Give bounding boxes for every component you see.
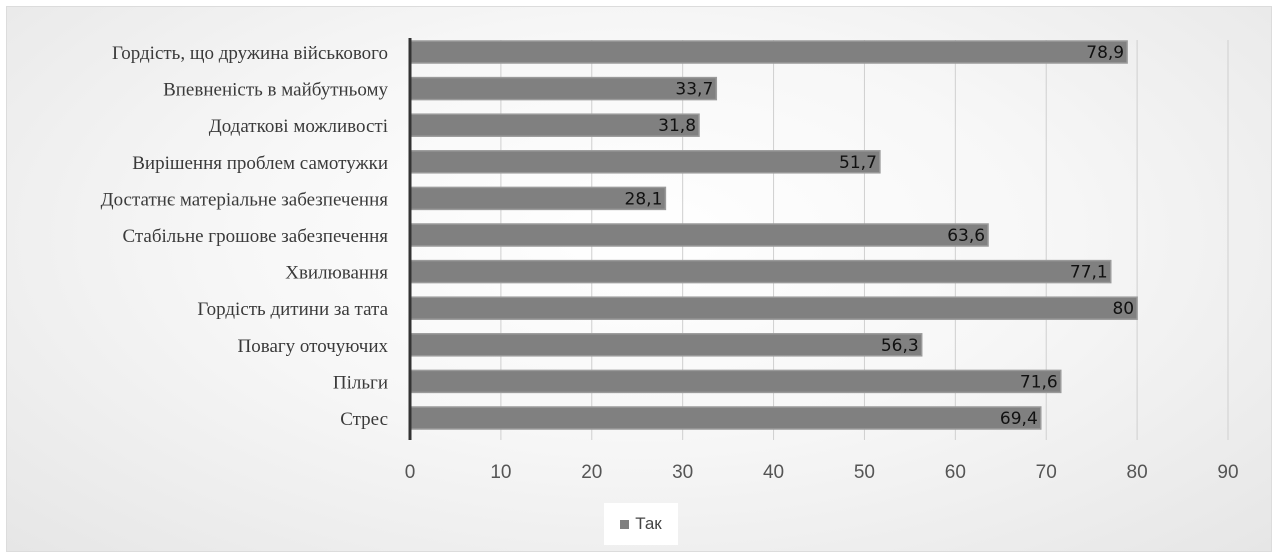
data-label: 56,3 [881, 336, 919, 356]
category-label: Додаткові можливості [209, 116, 388, 137]
category-label: Гордість дитини за тата [197, 299, 388, 320]
x-tick-label: 40 [763, 462, 784, 483]
data-label: 80 [1112, 299, 1134, 319]
data-label: 31,8 [658, 116, 696, 136]
bar [409, 40, 1128, 64]
category-label: Повагу оточуючих [238, 336, 389, 357]
data-label: 63,6 [947, 226, 985, 246]
bar [409, 113, 700, 137]
x-tick-label: 30 [672, 462, 693, 483]
legend: Так [604, 503, 678, 545]
category-label: Стабільне грошове забезпечення [122, 226, 388, 247]
bar [409, 76, 718, 101]
category-label: Впевненість в майбутньому [163, 80, 388, 101]
bar [409, 259, 1112, 284]
x-tick-label: 80 [1127, 462, 1148, 483]
category-label: Вирішення проблем самотужки [132, 153, 388, 174]
data-label: 28,1 [625, 189, 663, 209]
data-label: 69,4 [1000, 409, 1038, 429]
category-labels: Гордість, що дружина військового Впевнені… [101, 43, 389, 430]
x-tick-label: 60 [945, 462, 966, 483]
legend-swatch [620, 519, 630, 529]
data-label: 77,1 [1070, 263, 1108, 283]
bar [409, 369, 1062, 394]
bar [409, 150, 881, 174]
x-tick-label: 90 [1217, 462, 1238, 483]
data-label: 33,7 [675, 80, 713, 100]
bar [409, 223, 989, 247]
category-label: Пільги [333, 372, 388, 393]
data-labels: 78,9 33,7 31,8 51,7 28,1 63,6 77,180 56,3 71,6 69… [625, 43, 1135, 429]
data-label: 51,7 [839, 153, 877, 173]
legend-label: Так [635, 514, 662, 533]
data-label: 78,9 [1086, 43, 1124, 63]
x-tick-label: 0 [405, 462, 416, 483]
bar [409, 333, 923, 357]
x-tick-label: 10 [490, 462, 511, 483]
category-label: Стрес [340, 409, 388, 430]
data-label: 71,6 [1020, 372, 1058, 392]
bar [409, 406, 1042, 430]
category-label: Хвилювання [285, 263, 388, 284]
category-label: Достатнє матеріальне забезпечення [101, 189, 389, 210]
x-tick-label: 70 [1036, 462, 1057, 483]
bars [409, 40, 1138, 430]
x-tick-label: 20 [581, 462, 602, 483]
x-tick-label: 50 [854, 462, 875, 483]
x-tick-labels: 0 10 20 30 40 50 60 70 80 90 [405, 462, 1239, 483]
bar [409, 296, 1138, 320]
category-label: Гордість, що дружина військового [112, 43, 388, 64]
